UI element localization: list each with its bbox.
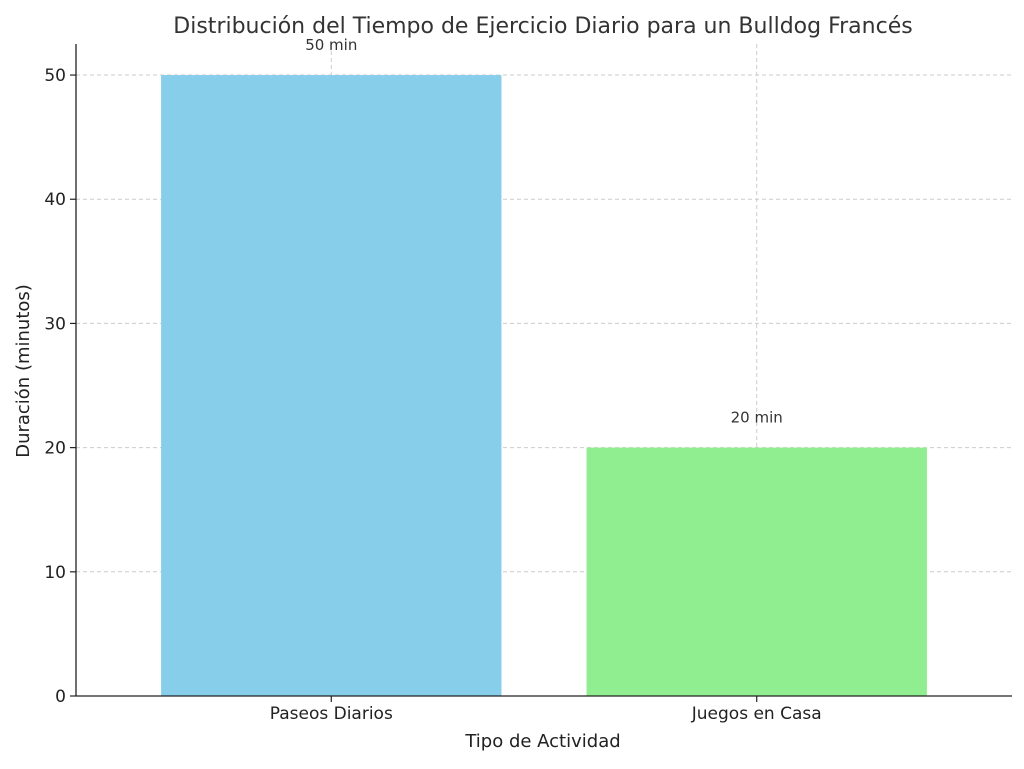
y-axis-label: Duración (minutos) — [13, 284, 34, 458]
x-axis-label: Tipo de Actividad — [464, 731, 620, 752]
data-label: 50 min — [305, 36, 357, 54]
bar-2 — [586, 447, 927, 696]
y-tick-label: 20 — [44, 439, 66, 459]
y-tick-label: 40 — [44, 190, 66, 210]
y-tick-label: 10 — [44, 563, 66, 583]
x-tick-label: Juegos en Casa — [691, 704, 822, 724]
y-tick-label: 0 — [55, 687, 66, 707]
y-tick-label: 30 — [44, 314, 66, 334]
data-label: 20 min — [731, 409, 783, 427]
bars — [161, 75, 927, 697]
x-tick-label: Paseos Diarios — [270, 704, 393, 724]
axes — [75, 44, 1012, 697]
ticks: 0 10 20 30 40 50 Paseos Diarios Juegos en Casa — [44, 66, 821, 724]
y-tick-label: 50 — [44, 66, 66, 86]
bar-1 — [161, 75, 502, 697]
chart-title: Distribución del Tiempo de Ejercicio Dia… — [173, 14, 912, 39]
data-labels: 50 min 20 min — [305, 36, 783, 427]
